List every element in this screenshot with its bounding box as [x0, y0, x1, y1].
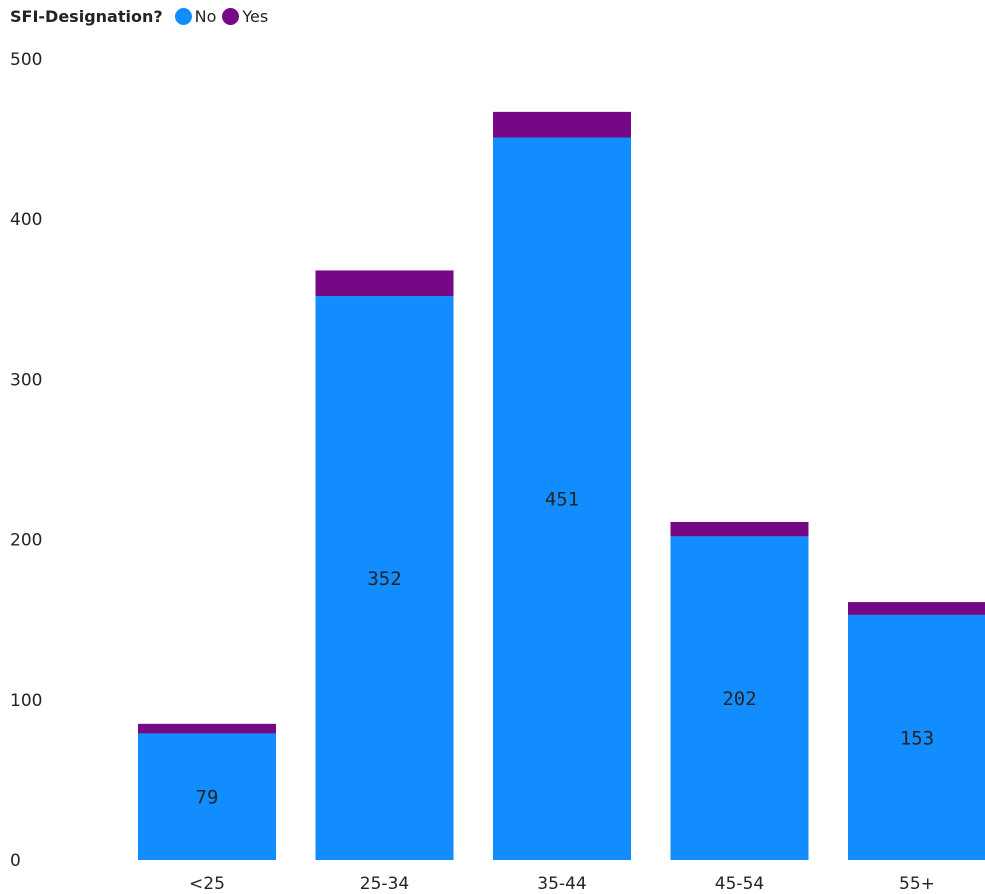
legend-item-yes[interactable]: Yes: [222, 7, 268, 26]
bar-no-1[interactable]: [315, 296, 454, 860]
y-tick-label: 500: [10, 50, 42, 70]
data-label: 202: [722, 688, 756, 710]
bar-yes-0[interactable]: [138, 723, 276, 734]
y-tick-label: 400: [10, 210, 42, 230]
legend-label-no: No: [194, 6, 217, 26]
legend-item-no[interactable]: No: [174, 6, 217, 26]
y-tick-label: 100: [10, 691, 42, 711]
data-label: 451: [545, 489, 579, 511]
data-label: 352: [367, 568, 401, 590]
legend-swatch-no: [174, 7, 192, 25]
legend-title: SFI-Designation?: [10, 6, 163, 26]
legend: SFI-Designation? No Yes: [10, 4, 274, 28]
data-label: 79: [196, 787, 219, 809]
legend-label-yes: Yes: [242, 6, 269, 26]
x-tick-label: 55+: [899, 874, 935, 894]
data-label: 153: [900, 727, 934, 749]
y-tick-label: 300: [10, 370, 42, 390]
bar-yes-3[interactable]: [670, 521, 809, 537]
bar-yes-4[interactable]: [848, 602, 985, 615]
bar-yes-2[interactable]: [493, 111, 631, 138]
bar-no-4[interactable]: [848, 614, 985, 860]
bar-no-0[interactable]: [138, 733, 276, 860]
x-tick-label: 45-54: [715, 874, 764, 894]
legend-swatch-yes: [222, 7, 240, 25]
bar-no-2[interactable]: [493, 137, 631, 861]
y-tick-label: 0: [10, 851, 21, 871]
bar-yes-1[interactable]: [315, 270, 454, 297]
bar-no-3[interactable]: [670, 536, 809, 860]
x-tick-label: 35-44: [537, 874, 586, 894]
x-tick-label: 25-34: [360, 874, 409, 894]
y-tick-label: 200: [10, 531, 42, 551]
x-tick-label: <25: [189, 874, 225, 894]
